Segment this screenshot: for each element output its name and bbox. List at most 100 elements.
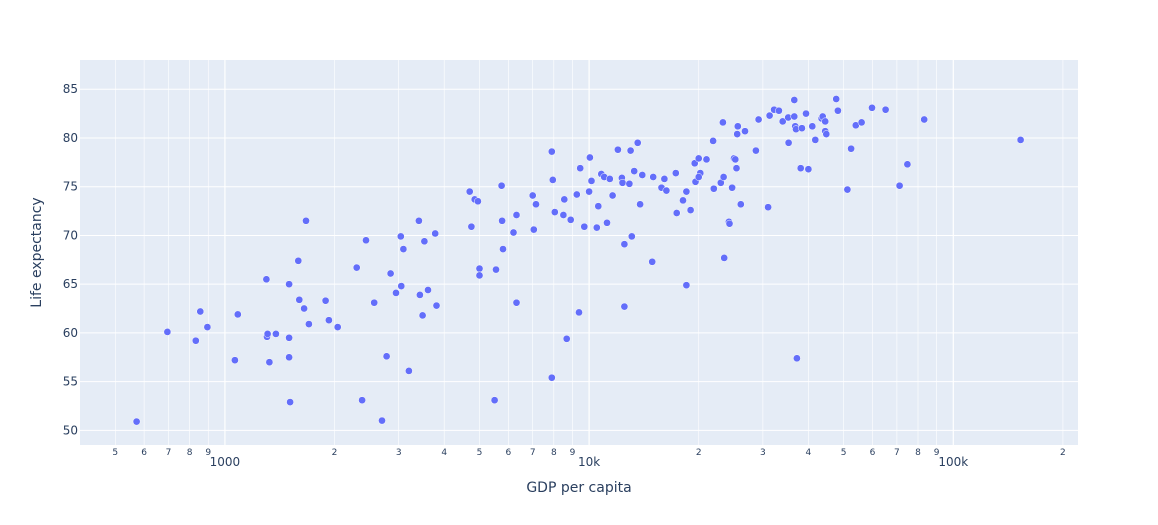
data-point[interactable] (262, 275, 271, 284)
data-point[interactable] (649, 173, 658, 181)
data-point[interactable] (231, 356, 239, 365)
data-point[interactable] (325, 316, 333, 325)
data-point[interactable] (636, 200, 644, 209)
data-point[interactable] (265, 358, 274, 367)
data-point[interactable] (702, 155, 711, 164)
data-point[interactable] (547, 373, 556, 382)
data-point[interactable] (630, 167, 639, 175)
data-point[interactable] (585, 187, 593, 196)
data-point[interactable] (203, 323, 212, 331)
data-point[interactable] (728, 183, 736, 192)
data-point[interactable] (529, 225, 538, 234)
data-point[interactable] (672, 209, 681, 217)
data-point[interactable] (811, 136, 820, 144)
data-point[interactable] (352, 263, 361, 272)
data-point[interactable] (793, 354, 801, 363)
data-point[interactable] (562, 334, 571, 343)
data-point[interactable] (295, 295, 304, 304)
data-point[interactable] (550, 208, 559, 216)
data-point[interactable] (285, 353, 293, 362)
data-point[interactable] (754, 115, 763, 124)
data-point[interactable] (694, 173, 703, 181)
data-point[interactable] (784, 138, 793, 147)
data-point[interactable] (302, 216, 310, 225)
data-point[interactable] (467, 222, 476, 231)
data-point[interactable] (834, 106, 842, 115)
data-point[interactable] (719, 173, 728, 181)
data-point[interactable] (790, 96, 799, 104)
data-point[interactable] (580, 222, 589, 231)
data-point[interactable] (895, 181, 904, 190)
data-point[interactable] (802, 109, 810, 118)
data-point[interactable] (474, 197, 482, 206)
data-point[interactable] (778, 117, 787, 126)
data-point[interactable] (196, 307, 205, 316)
data-point[interactable] (233, 310, 242, 319)
data-point[interactable] (614, 145, 622, 154)
data-point[interactable] (725, 219, 734, 228)
data-point[interactable] (822, 130, 831, 138)
data-point[interactable] (720, 254, 729, 262)
data-point[interactable] (575, 308, 583, 317)
data-point[interactable] (608, 191, 617, 200)
data-point[interactable] (378, 416, 386, 425)
data-point[interactable] (547, 147, 556, 156)
data-point[interactable] (832, 95, 841, 103)
data-point[interactable] (358, 396, 366, 405)
data-point[interactable] (475, 264, 484, 273)
data-point[interactable] (798, 124, 806, 133)
data-point[interactable] (709, 184, 718, 193)
data-point[interactable] (847, 144, 855, 153)
data-point[interactable] (415, 216, 423, 225)
data-point[interactable] (671, 169, 680, 177)
data-point[interactable] (416, 291, 424, 299)
data-point[interactable] (764, 203, 772, 212)
data-point[interactable] (499, 245, 507, 253)
data-point[interactable] (821, 117, 830, 126)
data-point[interactable] (679, 196, 687, 205)
data-point[interactable] (566, 215, 575, 224)
data-point[interactable] (512, 211, 521, 219)
data-point[interactable] (432, 301, 441, 310)
data-point[interactable] (638, 171, 647, 179)
data-point[interactable] (424, 286, 432, 294)
data-point[interactable] (396, 232, 405, 241)
data-point[interactable] (397, 282, 406, 290)
data-point[interactable] (625, 179, 634, 188)
data-point[interactable] (559, 211, 568, 219)
data-point[interactable] (405, 367, 413, 375)
data-point[interactable] (1016, 136, 1025, 144)
data-point[interactable] (843, 185, 852, 194)
data-point[interactable] (804, 165, 813, 174)
data-point[interactable] (775, 106, 783, 115)
data-point[interactable] (572, 190, 581, 199)
data-point[interactable] (620, 240, 629, 249)
data-point[interactable] (881, 105, 890, 114)
data-point[interactable] (603, 218, 611, 227)
data-point[interactable] (586, 153, 594, 162)
data-point[interactable] (648, 257, 657, 266)
data-point[interactable] (736, 200, 745, 209)
data-point[interactable] (903, 160, 912, 169)
data-point[interactable] (620, 302, 629, 311)
data-point[interactable] (920, 115, 929, 124)
data-point[interactable] (263, 330, 272, 338)
data-point[interactable] (285, 333, 293, 342)
data-point[interactable] (626, 146, 635, 155)
data-point[interactable] (370, 298, 379, 307)
data-point[interactable] (300, 304, 308, 313)
data-point[interactable] (682, 187, 691, 196)
data-point[interactable] (418, 311, 427, 320)
data-point[interactable] (592, 223, 601, 232)
data-point[interactable] (627, 232, 636, 241)
data-point[interactable] (796, 164, 805, 173)
data-point[interactable] (660, 175, 669, 183)
data-point[interactable] (733, 130, 742, 138)
data-point[interactable] (618, 178, 627, 187)
data-point[interactable] (633, 138, 642, 147)
data-point[interactable] (857, 118, 866, 127)
data-point[interactable] (333, 323, 342, 331)
data-point[interactable] (765, 111, 774, 120)
data-point[interactable] (431, 229, 440, 238)
data-point[interactable] (682, 281, 691, 290)
